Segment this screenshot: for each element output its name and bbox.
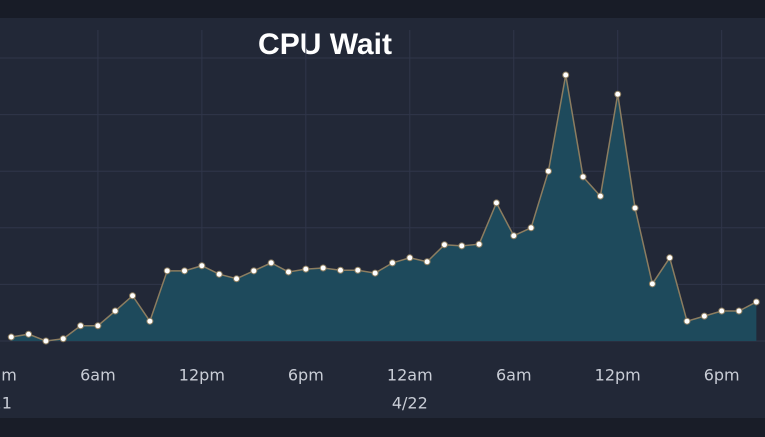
point (233, 275, 241, 283)
point (388, 259, 396, 267)
point (181, 267, 189, 275)
point (735, 307, 743, 315)
date-label: 4/21 (0, 394, 12, 413)
point (336, 266, 344, 274)
point (666, 254, 674, 262)
date-label: 4/22 (392, 394, 428, 413)
point (77, 322, 85, 330)
point (371, 269, 379, 277)
x-tick-label: 6pm (288, 366, 324, 385)
point (752, 298, 760, 306)
point (440, 241, 448, 249)
x-tick-label: 12am (0, 366, 17, 385)
point (596, 192, 604, 200)
point (700, 312, 708, 320)
x-tick-label: 6am (496, 366, 532, 385)
point (683, 317, 691, 325)
point (215, 270, 223, 278)
top-bar (0, 0, 765, 18)
x-tick-label: 6pm (704, 366, 740, 385)
point (631, 204, 639, 212)
x-tick-label: 12am (387, 366, 433, 385)
point (527, 224, 535, 232)
line (11, 74, 757, 342)
point (42, 337, 50, 345)
point (544, 167, 552, 175)
point (111, 307, 119, 315)
x-tick-label: 6am (80, 366, 116, 385)
point (163, 267, 171, 275)
point (129, 292, 137, 300)
point (718, 307, 726, 315)
point (458, 242, 466, 250)
point (94, 322, 102, 330)
chart-title: CPU Wait (258, 28, 392, 61)
point (59, 335, 67, 343)
point (198, 262, 206, 270)
point (146, 317, 154, 325)
point (614, 90, 622, 98)
point (423, 258, 431, 266)
point (319, 264, 327, 272)
point (25, 330, 33, 338)
point (475, 240, 483, 248)
panel (0, 18, 765, 418)
bottom-bar (0, 418, 765, 437)
point (354, 266, 362, 274)
point (302, 265, 310, 273)
point (492, 199, 500, 207)
point (406, 254, 414, 262)
x-tick-label: 12pm (595, 366, 641, 385)
point (7, 333, 15, 341)
point (562, 71, 570, 79)
point (284, 268, 292, 276)
point (250, 267, 258, 275)
point (267, 259, 275, 267)
point (648, 280, 656, 288)
point (510, 232, 518, 240)
area (11, 74, 757, 341)
point (579, 173, 587, 181)
x-tick-label: 12pm (179, 366, 225, 385)
